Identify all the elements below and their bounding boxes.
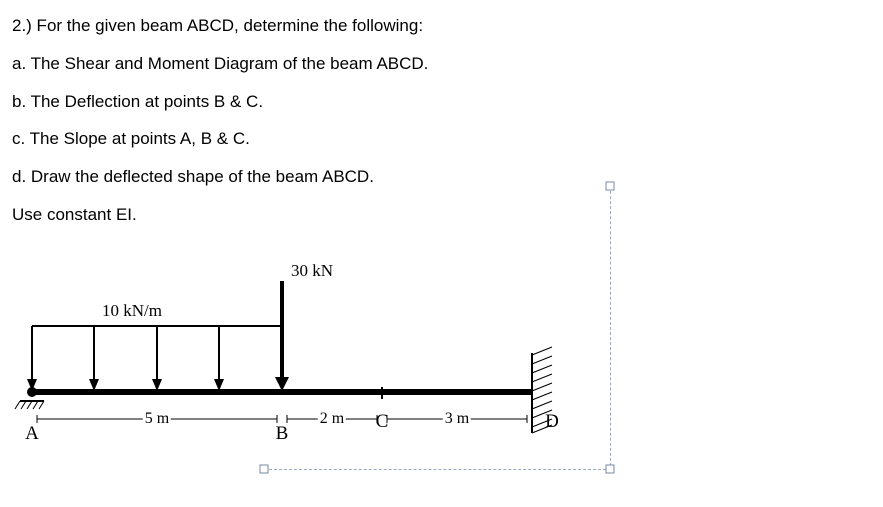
part-b: b. The Deflection at points B & C. bbox=[12, 90, 871, 114]
beam-line bbox=[32, 389, 532, 395]
point-a-label: A bbox=[25, 423, 39, 445]
use-constant: Use constant EI. bbox=[12, 203, 871, 227]
point-d-label: D bbox=[545, 411, 559, 433]
point-b-label: B bbox=[276, 423, 289, 445]
part-a: a. The Shear and Moment Diagram of the b… bbox=[12, 52, 871, 76]
point-c-label: C bbox=[376, 411, 389, 433]
part-c: c. The Slope at points A, B & C. bbox=[12, 127, 871, 151]
dim-bc-label: 2 m bbox=[318, 410, 346, 428]
distributed-arrows bbox=[27, 326, 287, 391]
beam-diagram: 30 kN 10 kN/m bbox=[12, 241, 632, 471]
beam-svg bbox=[12, 241, 632, 471]
selection-handle bbox=[606, 181, 615, 190]
dim-ab-label: 5 m bbox=[143, 410, 171, 428]
part-d: d. Draw the deflected shape of the beam … bbox=[12, 165, 871, 189]
dim-cd-label: 3 m bbox=[443, 410, 471, 428]
question-number: 2.) For the given beam ABCD, determine t… bbox=[12, 14, 871, 38]
